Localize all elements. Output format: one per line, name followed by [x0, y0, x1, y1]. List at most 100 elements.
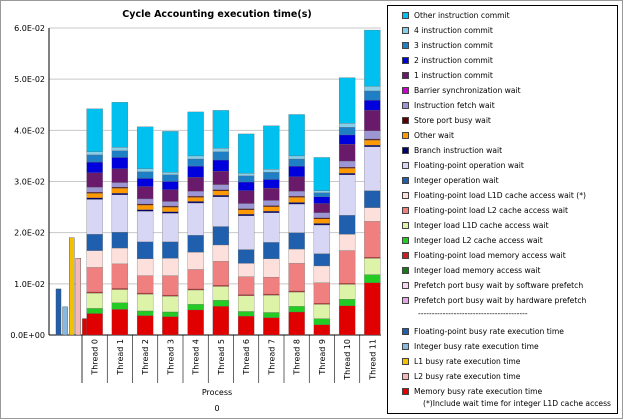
- legend-item: Floating-point operation wait: [402, 159, 524, 173]
- stacked-bar-segment: [237, 208, 255, 210]
- stacked-bar-segment: [288, 158, 305, 167]
- stacked-bar-segment: [136, 204, 154, 210]
- stacked-bar-segment: [86, 151, 103, 156]
- stacked-bar-segment: [86, 291, 103, 294]
- legend-item: Prefetch port busy wait by software pref…: [402, 279, 583, 293]
- stacked-bar-segment: [288, 291, 305, 307]
- stacked-bar-segment: [338, 127, 356, 136]
- stacked-bar-segment: [187, 304, 204, 311]
- stacked-bar-segment: [162, 294, 179, 297]
- stacked-bar-segment: [364, 221, 381, 258]
- stacked-bar-segment: [313, 224, 331, 254]
- x-tick-label: Thread 11: [368, 339, 377, 381]
- legend-label: Floating-point busy rate execution time: [414, 326, 564, 336]
- stacked-bar-segment: [187, 196, 204, 198]
- stacked-bar-segment: [237, 249, 255, 264]
- stacked-bar-segment: [136, 315, 154, 336]
- stacked-bar-segment: [237, 173, 255, 177]
- stacked-bar-segment: [111, 186, 129, 189]
- stacked-bar-segment: [212, 226, 230, 246]
- stacked-bar-segment: [111, 182, 129, 188]
- stacked-bar-segment: [288, 197, 305, 203]
- stacked-bar-segment: [111, 194, 129, 233]
- stacked-bar-segment: [263, 205, 280, 207]
- stacked-bar-segment: [136, 241, 154, 259]
- stacked-bar-segment: [136, 126, 154, 169]
- stacked-bar-segment: [338, 77, 356, 124]
- stacked-bar-segment: [364, 139, 381, 146]
- x-tick-label: Thread 0: [91, 339, 100, 376]
- y-tick-label: 3.0E-02: [14, 178, 45, 187]
- stacked-bar-segment: [364, 207, 381, 222]
- legend-item: Barrier synchronization wait: [402, 83, 521, 97]
- legend-label: Floating-point load memory access wait: [414, 251, 566, 261]
- stacked-bar-segment: [313, 196, 331, 204]
- legend-item: Floating-point load memory access wait: [402, 249, 566, 263]
- stacked-bar-segment: [364, 130, 381, 140]
- legend-label: Memory busy rate execution time: [414, 386, 543, 396]
- stacked-bar-segment: [212, 171, 230, 185]
- legend-swatch: [402, 177, 409, 185]
- process-bar: [68, 237, 75, 336]
- stacked-bar-segment: [111, 168, 129, 183]
- stacked-bar-segment: [86, 292, 103, 309]
- stacked-bar-segment: [136, 178, 154, 187]
- stacked-bar-segment: [288, 114, 305, 157]
- legend: Other instruction commit 4 instruction co…: [387, 5, 618, 414]
- stacked-bar-segment: [263, 169, 280, 173]
- legend-label: 2 instruction commit: [414, 55, 493, 65]
- legend-item: Memory busy rate execution time: [402, 384, 542, 398]
- stacked-bar-segment: [136, 258, 154, 276]
- chart-area: Cycle Accounting execution time(s) 0.0E+0…: [10, 9, 381, 413]
- stacked-bar-segment: [162, 131, 179, 173]
- stacked-bar-segment: [364, 99, 381, 111]
- legend-item: Prefetch port busy wait by hardware pref…: [402, 294, 586, 308]
- legend-item: Floating-point load L1D cache access wai…: [402, 189, 586, 203]
- legend-label: Integer load L2 cache access wait: [414, 236, 543, 246]
- stacked-bar-segment: [111, 188, 129, 194]
- stacked-bar-segment: [237, 133, 255, 174]
- legend-item: 3 instruction commit: [402, 38, 493, 52]
- stacked-bar-segment: [313, 217, 331, 220]
- legend-item: Integer busy rate execution time: [402, 339, 539, 353]
- stacked-bar-segment: [187, 235, 204, 253]
- x-tick-label: Thread 2: [141, 339, 150, 376]
- stacked-bar-segment: [364, 257, 381, 259]
- legend-swatch: [402, 342, 409, 350]
- stacked-bar-segment: [338, 299, 356, 306]
- stacked-bar-segment: [162, 205, 179, 208]
- y-tick-label: 5.0E-02: [14, 75, 45, 84]
- stacked-bar-segment: [288, 196, 305, 198]
- stacked-bar-segment: [136, 171, 154, 179]
- stacked-bar-segment: [136, 168, 154, 172]
- legend-swatch: [402, 372, 409, 380]
- legend-swatch: [402, 237, 409, 245]
- stacked-bar-segment: [86, 108, 103, 152]
- stacked-bar-segment: [162, 172, 179, 175]
- stacked-bar-segment: [187, 202, 204, 236]
- stacked-bar-segment: [288, 290, 305, 293]
- stacked-bar-segment: [338, 134, 356, 145]
- legend-item: Store port busy wait: [402, 113, 491, 127]
- stacked-bar-segment: [162, 201, 179, 207]
- legend-item: Other instruction commit: [402, 8, 510, 22]
- process-bar: [62, 306, 68, 336]
- legend-swatch: [402, 56, 409, 64]
- legend-swatch: [402, 267, 409, 275]
- legend-swatch: [402, 222, 409, 230]
- legend-item: 2 instruction commit: [402, 53, 493, 67]
- stacked-bar-segment: [136, 292, 154, 295]
- legend-swatch: [402, 297, 409, 305]
- stacked-bar-segment: [212, 184, 230, 190]
- stacked-bar-segment: [338, 305, 356, 336]
- stacked-bar-segment: [313, 318, 331, 325]
- stacked-bar-segment: [237, 215, 255, 250]
- legend-swatch: [402, 116, 409, 124]
- stacked-bar-segment: [364, 110, 381, 131]
- stacked-bar-segment: [263, 179, 280, 189]
- legend-label: Instruction fetch wait: [414, 100, 495, 110]
- x-tick-label: Thread 10: [343, 339, 352, 381]
- stacked-bar-segment: [86, 172, 103, 188]
- process-label: 0: [214, 404, 219, 413]
- stacked-bar-segment: [136, 310, 154, 316]
